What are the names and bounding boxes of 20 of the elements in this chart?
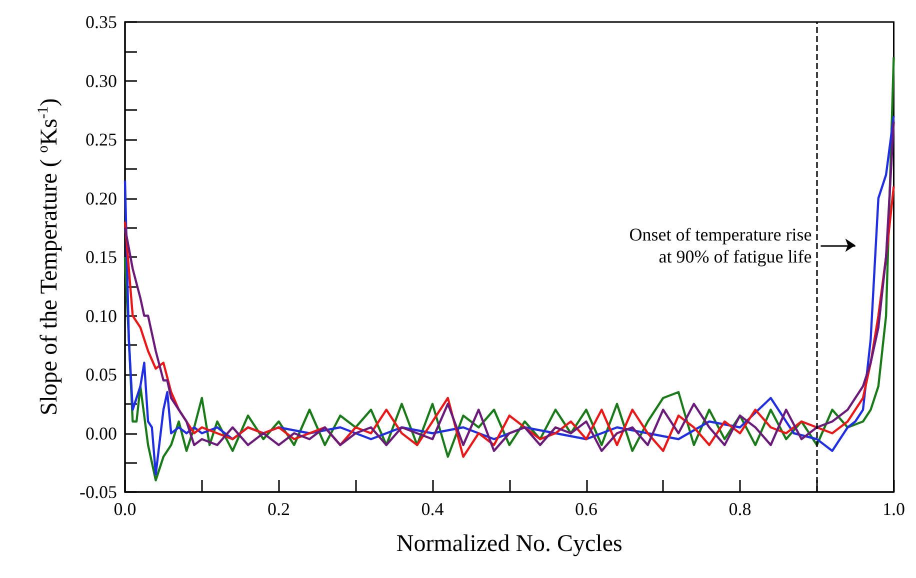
line-series — [124, 56, 895, 482]
y-tick-label: 0.10 — [86, 306, 117, 326]
x-tick-label: 0.0 — [114, 499, 136, 519]
x-tick-label: 0.4 — [421, 499, 444, 519]
y-axis-title: Slope of the Temperature ( oKs-1) — [36, 98, 62, 416]
y-tick-label: 0.25 — [86, 130, 117, 150]
y-tick-label: 0.00 — [86, 423, 117, 444]
y-tick-label: 0.30 — [86, 70, 117, 91]
x-axis-title: Normalized No. Cycles — [396, 531, 622, 557]
x-tick-label: 0.6 — [575, 499, 598, 519]
y-tick-label: 0.20 — [86, 188, 117, 208]
y-tick-label: 0.05 — [86, 364, 117, 384]
line-series — [124, 185, 895, 458]
y-tick-label: 0.15 — [86, 247, 117, 267]
x-tick-label: 1.0 — [882, 499, 905, 519]
x-tick-label: 0.2 — [268, 499, 290, 519]
annotation: Onset of temperature rise at 90% of fatigue life — [629, 224, 812, 266]
x-tick-label: 0.8 — [728, 499, 752, 519]
y-tick-label: -0.05 — [80, 482, 117, 502]
y-tick-label: 0.35 — [86, 12, 117, 32]
